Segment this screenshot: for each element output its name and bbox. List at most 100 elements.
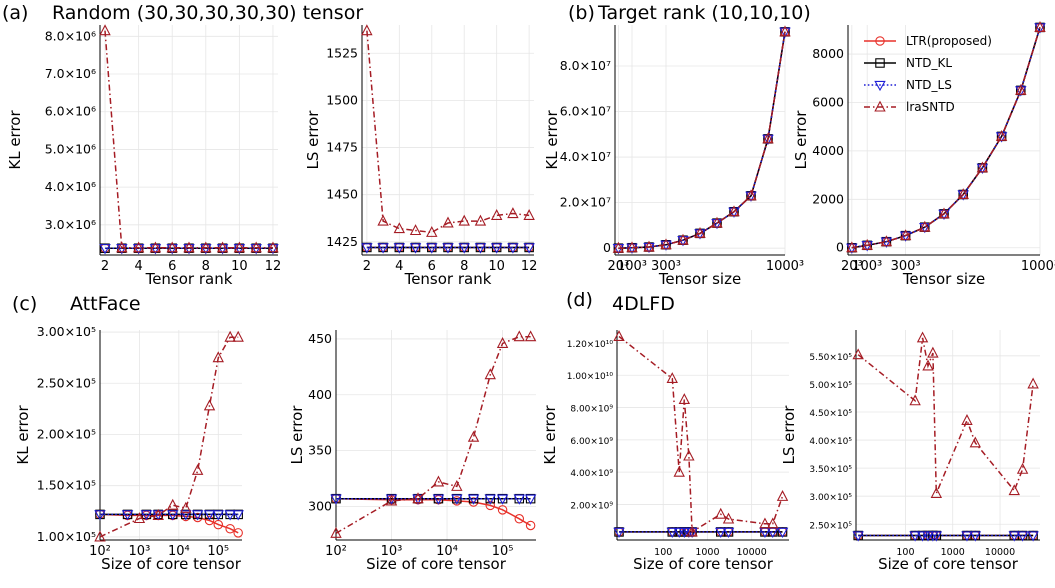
data-point: [666, 372, 678, 384]
data-point: [861, 238, 873, 250]
series-line: [335, 335, 531, 534]
x-axis-label: Tensor size: [658, 270, 741, 288]
y-tick-label: 1.00×10¹⁰: [567, 372, 614, 382]
panel-title-c: (c) AttFace: [12, 293, 141, 315]
panel-title-text-d: 4DLFD: [612, 293, 675, 315]
panel-title-text-a: Random (30,30,30,30,30) tensor: [52, 2, 363, 24]
legend: LTR(proposed) NTD_KL NTD_LS lraSNTD: [864, 34, 992, 114]
data-point: [694, 226, 706, 238]
x-tick-label: 20³: [841, 259, 863, 274]
data-point: [677, 236, 689, 247]
data-point: [484, 494, 496, 505]
data-point: [927, 346, 939, 358]
data-point: [409, 224, 422, 236]
data-point: [361, 243, 373, 254]
y-tick-label: 3.50×10⁵: [809, 465, 852, 475]
data-point: [666, 527, 678, 539]
data-point: [1034, 21, 1046, 32]
data-point: [762, 132, 774, 144]
data-point: [969, 436, 982, 448]
data-point: [507, 243, 519, 254]
data-point: [715, 527, 727, 539]
data-point: [224, 510, 236, 521]
data-point: [484, 368, 496, 380]
y-tick-label: 4.0×10⁶: [45, 179, 96, 194]
y-tick-label: 8.00×10⁹: [570, 405, 613, 415]
data-point: [474, 243, 487, 254]
x-tick-label: 1000: [941, 547, 965, 558]
data-point: [722, 527, 735, 539]
data-point: [612, 241, 625, 253]
y-tick-label: 6000: [812, 94, 844, 109]
y-tick-label: 1525: [326, 45, 358, 60]
data-point: [94, 530, 106, 542]
series-a2-lrasntd: [361, 24, 535, 237]
panel-title-text-b: Target rank (10,10,10): [597, 2, 811, 24]
data-point: [496, 494, 509, 505]
y-tick-label: 4.00×10⁹: [570, 469, 613, 479]
x-tick-label: 10²: [89, 544, 111, 559]
y-tick-label: 1500: [326, 92, 358, 107]
data-point: [1027, 531, 1039, 542]
x-tick-label: 10⁴: [436, 544, 458, 559]
y-tick-label: 8.0×10⁶: [45, 28, 96, 43]
chart-d2: 100 1000 10000 2.50×10⁵ 3.00×10⁵ 3.50×10⁵ 4.00…: [780, 330, 1040, 573]
x-axis-label: Tensor rank: [404, 270, 492, 288]
y-axis-label: KL error: [541, 405, 559, 465]
data-point: [861, 241, 873, 252]
series-line: [104, 30, 273, 249]
data-point: [673, 465, 685, 477]
chart-c1: 10² 10³ 10⁴ 10⁵ 1.00×10⁵ 1.50×10⁵ 2.00×10⁵ 2.50…: [14, 324, 244, 573]
data-point: [442, 243, 454, 254]
data-point: [660, 238, 672, 250]
x-tick-label: 6: [428, 259, 436, 274]
data-point: [203, 510, 216, 521]
x-tick-label: 100: [654, 547, 672, 558]
data-point: [167, 510, 179, 521]
data-point: [409, 243, 422, 254]
series-line: [99, 336, 239, 538]
data-point: [525, 520, 536, 531]
data-point: [426, 225, 438, 237]
chart-c2: 10² 10³ 10⁴ 10⁵ 300 350 400 450 Size of core ten…: [288, 330, 537, 573]
data-point: [678, 393, 691, 405]
y-tick-label: 6.0×10⁶: [45, 104, 96, 119]
y-tick-label: 400: [308, 387, 332, 402]
y-tick-label: 1.50×10⁵: [37, 478, 96, 493]
data-point: [203, 399, 216, 411]
series-line: [857, 337, 1034, 494]
plots-layer: 2 4 6 8 10 12 3.0×10⁶ 4.0×10⁶ 5.0×10⁶ 6.0×10⁶ 7.0×…: [6, 21, 1055, 573]
data-point: [204, 515, 215, 526]
data-point: [121, 510, 134, 521]
legend-marker: [875, 58, 885, 68]
x-tick-label: 20³: [608, 259, 630, 274]
data-point: [711, 218, 723, 230]
x-tick-label: 6: [168, 259, 176, 274]
x-tick-label: 10: [231, 259, 248, 274]
data-point: [451, 494, 463, 505]
data-point: [200, 241, 212, 253]
series-d2-lrasntd: [852, 331, 1039, 498]
series-line: [618, 31, 786, 249]
panel-tag-d: (d): [566, 289, 593, 311]
legend-label: lraSNTD: [906, 100, 955, 114]
data-point: [250, 241, 262, 253]
data-point: [711, 216, 723, 228]
data-point: [212, 510, 225, 521]
y-tick-label: 2.00×10⁵: [37, 426, 96, 441]
data-point: [899, 231, 912, 242]
y-tick-label: 3.0×10⁶: [45, 217, 96, 232]
data-point: [613, 330, 625, 342]
x-axis-label: Size of core tensor: [366, 555, 507, 573]
data-point: [432, 475, 445, 487]
x-tick-label: 1000: [695, 547, 719, 558]
data-point: [523, 209, 535, 220]
data-point: [361, 24, 373, 36]
data-point: [976, 163, 989, 174]
y-tick-label: 1425: [326, 234, 358, 249]
data-point: [1008, 531, 1021, 542]
data-point: [686, 525, 698, 537]
x-tick-label: 1000³: [766, 259, 804, 274]
x-tick-label: 10³: [381, 544, 403, 559]
x-tick-label: 8: [202, 259, 210, 274]
